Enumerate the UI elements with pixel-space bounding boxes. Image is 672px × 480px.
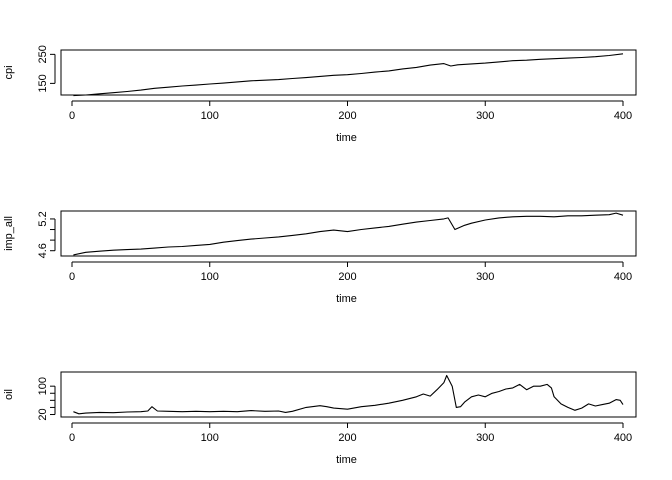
y-tick-label: 100 <box>37 377 49 395</box>
x-tick-label: 0 <box>69 271 75 283</box>
x-tick-label: 400 <box>614 271 632 283</box>
y-tick-label: 20 <box>37 408 49 420</box>
y-tick-label: 4.6 <box>37 243 49 258</box>
x-tick-label: 200 <box>338 110 356 122</box>
x-tick-label: 200 <box>338 271 356 283</box>
x-axis-label: time <box>336 454 357 466</box>
panel-1: 0 100 200 300 400 150 250 time cpi <box>3 45 637 144</box>
plot-frame <box>60 210 637 257</box>
panel-2: 0 100 200 300 400 4.6 5.2 time imp_all <box>3 210 637 305</box>
series-line <box>73 212 624 256</box>
x-tick-label: 300 <box>476 432 494 444</box>
x-tick-label: 200 <box>338 432 356 444</box>
y-axis-label: imp_all <box>3 216 15 251</box>
x-tick-label: 100 <box>201 271 219 283</box>
x-tick-label: 100 <box>201 110 219 122</box>
x-axis-label: time <box>336 132 357 144</box>
plot-frame <box>60 49 637 96</box>
series-line <box>73 53 624 97</box>
x-tick-label: 300 <box>476 110 494 122</box>
y-tick-label: 250 <box>37 45 49 63</box>
plot-frame <box>60 371 637 418</box>
y-axis-label: cpi <box>3 65 15 79</box>
y-tick-label: 150 <box>37 74 49 92</box>
x-tick-label: 100 <box>201 432 219 444</box>
panel-3: 0 100 200 300 400 20 100 time oil <box>3 371 637 466</box>
x-axis-label: time <box>336 293 357 305</box>
series-line <box>73 374 624 415</box>
y-axis-label: oil <box>3 389 15 400</box>
y-tick-label: 5.2 <box>37 211 49 226</box>
x-tick-label: 0 <box>69 432 75 444</box>
x-tick-label: 300 <box>476 271 494 283</box>
x-tick-label: 400 <box>614 432 632 444</box>
x-tick-label: 400 <box>614 110 632 122</box>
x-tick-label: 0 <box>69 110 75 122</box>
